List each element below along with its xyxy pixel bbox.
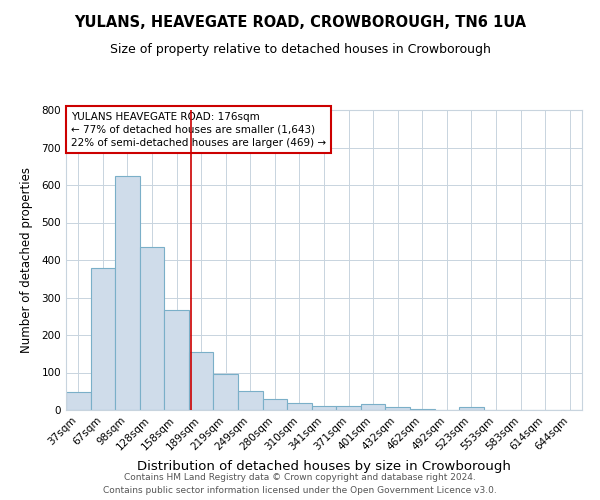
Bar bbox=[459, 408, 484, 410]
Bar bbox=[385, 407, 410, 410]
Text: Size of property relative to detached houses in Crowborough: Size of property relative to detached ho… bbox=[110, 42, 490, 56]
Y-axis label: Number of detached properties: Number of detached properties bbox=[20, 167, 33, 353]
Bar bbox=[312, 406, 336, 410]
Text: Contains public sector information licensed under the Open Government Licence v3: Contains public sector information licen… bbox=[103, 486, 497, 495]
Bar bbox=[164, 310, 189, 410]
Bar bbox=[287, 403, 312, 410]
Bar bbox=[361, 404, 385, 410]
Text: YULANS, HEAVEGATE ROAD, CROWBOROUGH, TN6 1UA: YULANS, HEAVEGATE ROAD, CROWBOROUGH, TN6… bbox=[74, 15, 526, 30]
Bar bbox=[140, 247, 164, 410]
Bar bbox=[336, 406, 361, 410]
Bar bbox=[66, 392, 91, 410]
Bar bbox=[238, 390, 263, 410]
Text: Contains HM Land Registry data © Crown copyright and database right 2024.: Contains HM Land Registry data © Crown c… bbox=[124, 474, 476, 482]
Bar bbox=[410, 408, 434, 410]
Text: YULANS HEAVEGATE ROAD: 176sqm
← 77% of detached houses are smaller (1,643)
22% o: YULANS HEAVEGATE ROAD: 176sqm ← 77% of d… bbox=[71, 112, 326, 148]
X-axis label: Distribution of detached houses by size in Crowborough: Distribution of detached houses by size … bbox=[137, 460, 511, 473]
Bar bbox=[189, 352, 214, 410]
Bar bbox=[115, 176, 140, 410]
Bar bbox=[91, 268, 115, 410]
Bar bbox=[214, 374, 238, 410]
Bar bbox=[263, 399, 287, 410]
